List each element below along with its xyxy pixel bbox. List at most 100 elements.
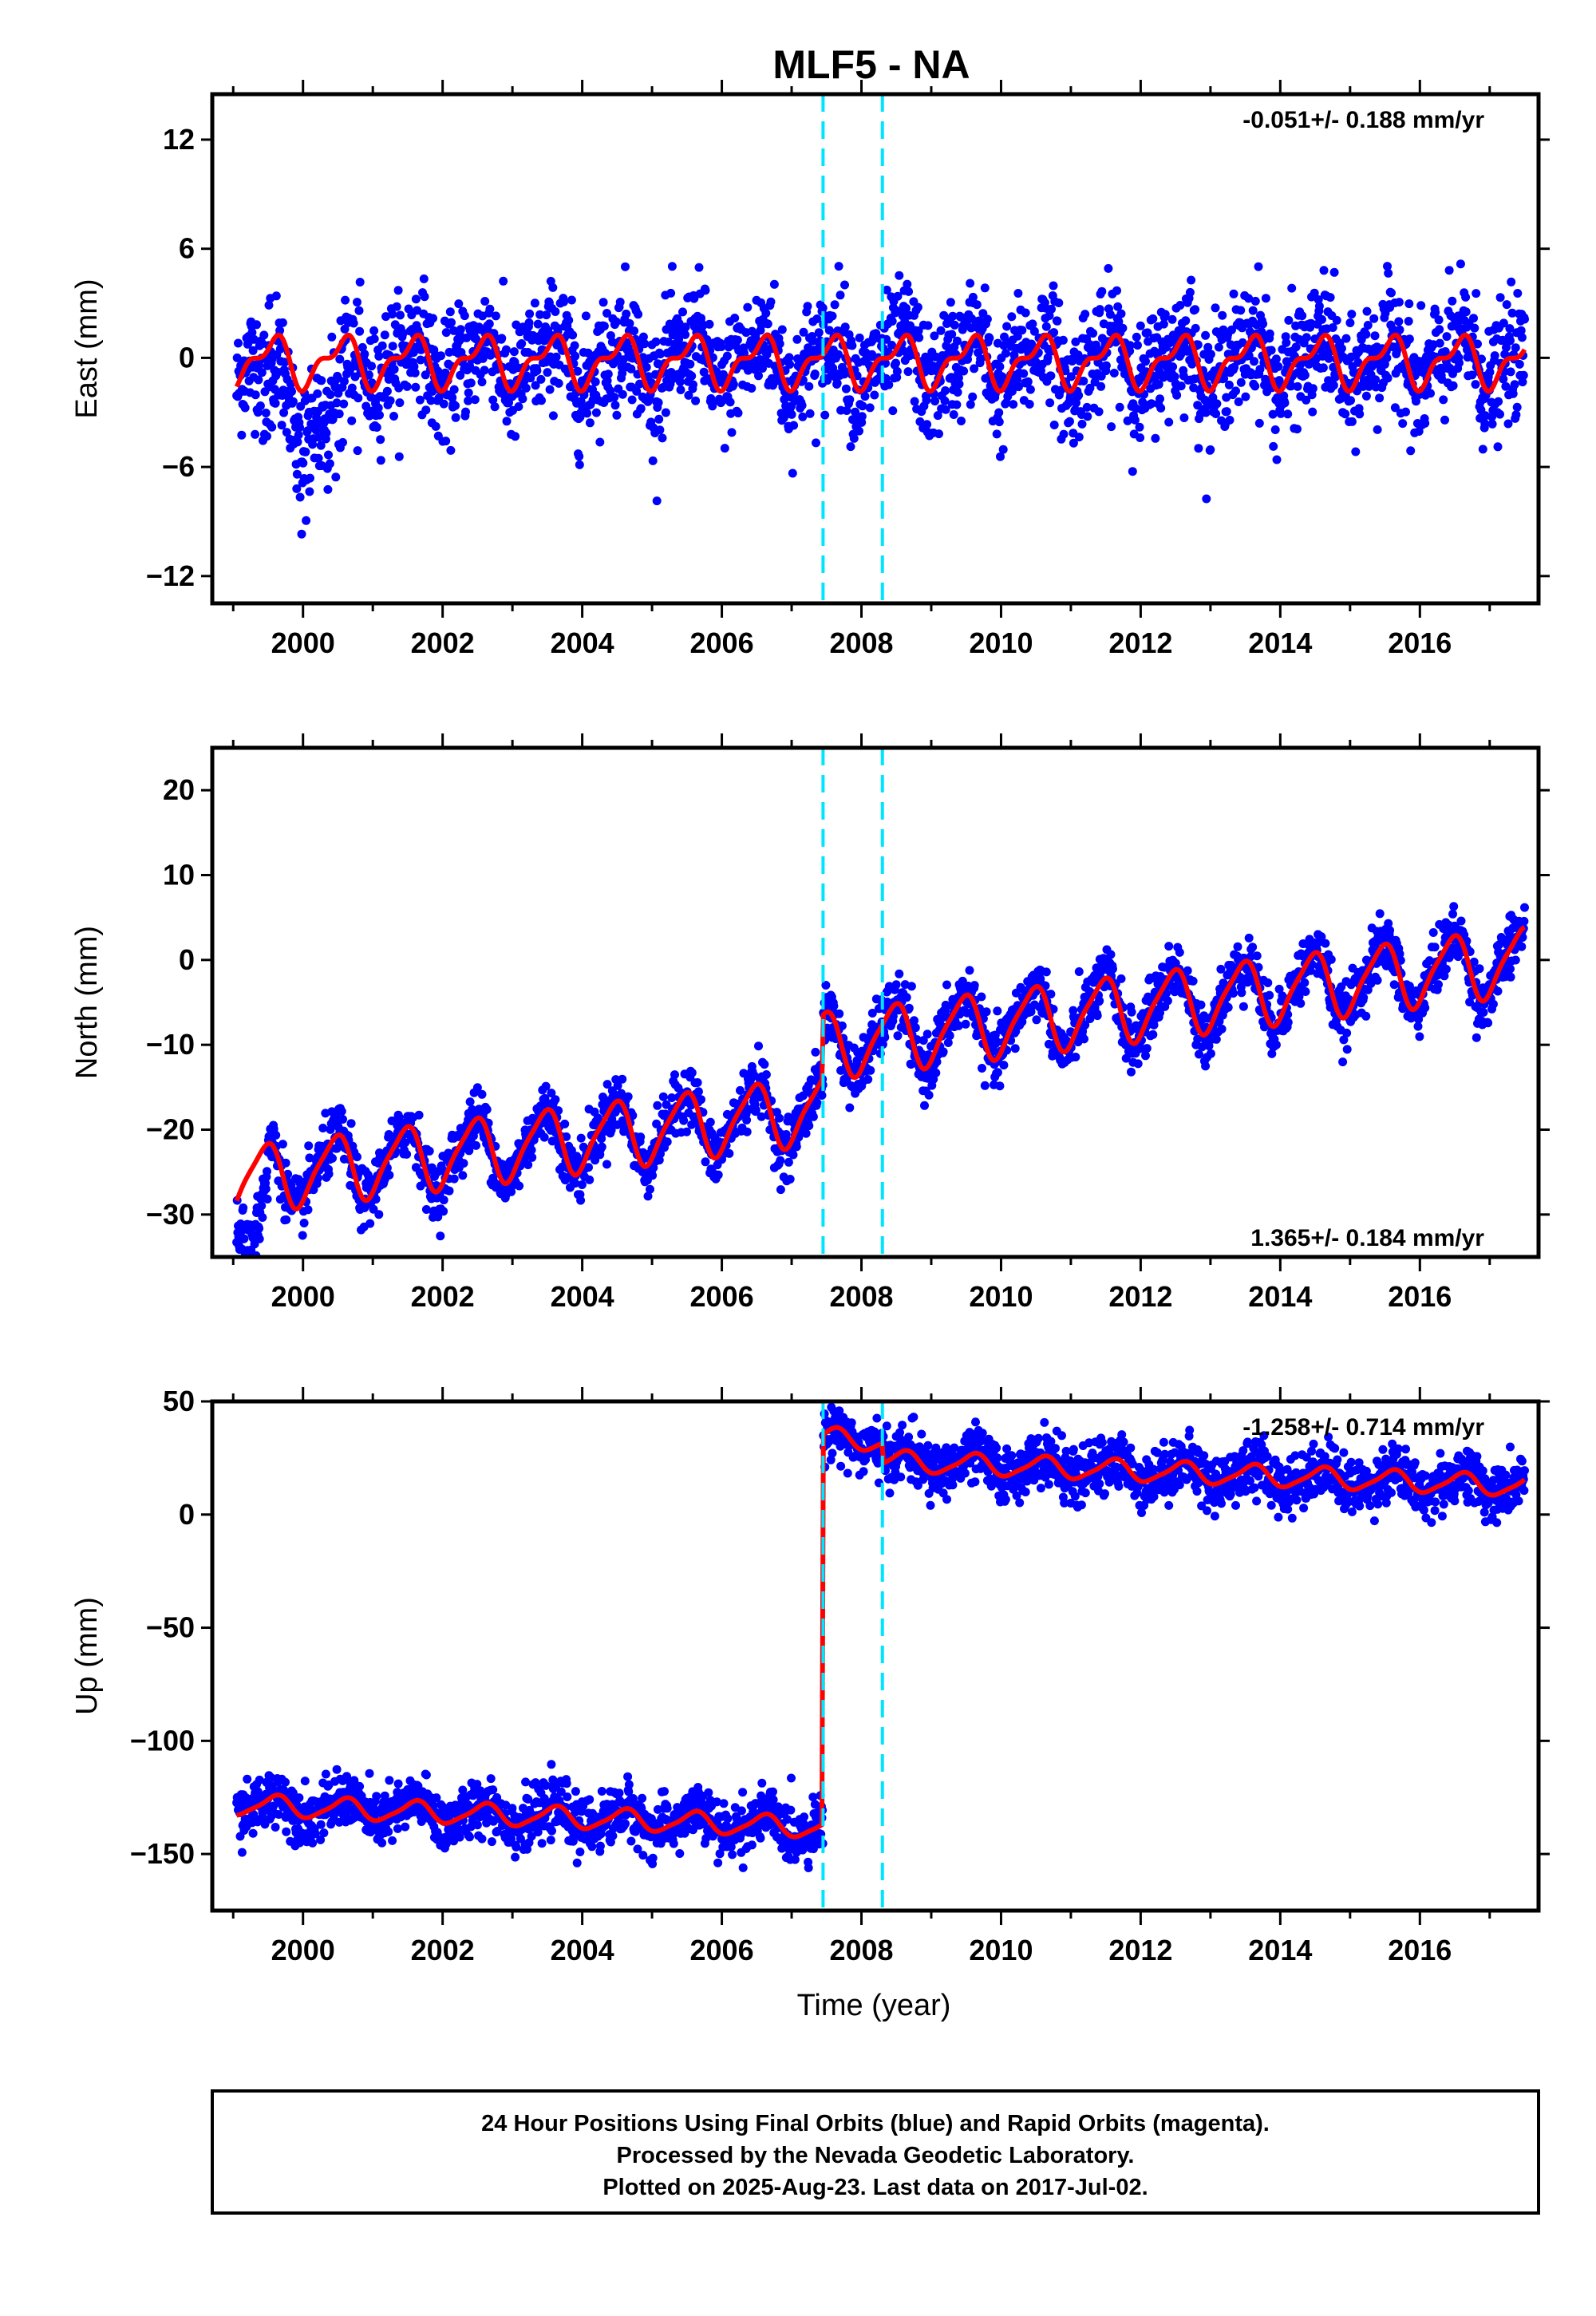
data-point	[1383, 262, 1392, 271]
data-point	[354, 306, 364, 315]
rate-label-east: -0.051+/- 0.188 mm/yr	[1242, 107, 1484, 133]
data-point	[1211, 303, 1220, 313]
data-point	[1404, 334, 1414, 344]
data-point	[243, 1280, 251, 1289]
data-point	[954, 379, 964, 389]
data-point	[821, 981, 831, 990]
data-point	[353, 446, 362, 456]
data-point	[1480, 411, 1490, 421]
data-point	[820, 410, 830, 420]
data-point	[824, 326, 834, 335]
data-point	[1268, 409, 1278, 419]
data-point	[420, 292, 429, 302]
data-point	[1202, 494, 1211, 504]
data-point	[855, 426, 863, 436]
data-point	[995, 362, 1005, 371]
data-point	[1206, 1049, 1215, 1058]
data-point	[317, 376, 326, 385]
data-point	[1499, 374, 1508, 384]
data-point	[1490, 351, 1499, 361]
data-point	[661, 408, 670, 417]
data-point	[706, 393, 716, 403]
data-point	[893, 1031, 903, 1041]
data-point	[768, 381, 777, 390]
data-point	[1302, 395, 1311, 405]
data-point	[1284, 315, 1294, 325]
data-point	[591, 408, 601, 417]
data-point	[1007, 312, 1017, 322]
data-point	[1506, 336, 1515, 346]
plot-frame-east	[210, 92, 1541, 606]
data-point	[1426, 389, 1435, 398]
data-point	[480, 366, 489, 375]
data-point	[1361, 330, 1371, 339]
data-point	[511, 432, 520, 441]
data-point	[902, 993, 911, 1002]
data-point	[1025, 400, 1034, 409]
data-point	[1230, 362, 1239, 372]
data-point	[1347, 310, 1357, 319]
data-point	[1010, 1044, 1020, 1053]
data-point	[1167, 314, 1177, 324]
data-point	[531, 381, 540, 390]
data-point	[353, 298, 361, 307]
data-point	[1151, 433, 1160, 443]
data-point	[1347, 417, 1357, 426]
data-point	[1241, 392, 1250, 401]
data-point	[891, 980, 901, 990]
data-point	[1244, 294, 1254, 303]
data-point	[461, 407, 470, 417]
data-point	[429, 314, 437, 323]
data-point	[301, 447, 310, 456]
data-point	[1298, 311, 1307, 321]
data-point	[575, 460, 584, 469]
data-point	[910, 397, 919, 406]
data-point	[602, 1160, 611, 1169]
data-point	[1095, 996, 1104, 1006]
data-point	[537, 396, 546, 405]
data-point	[1195, 1049, 1203, 1059]
data-point	[419, 274, 429, 283]
data-point	[328, 1153, 337, 1163]
data-point	[1283, 409, 1293, 419]
data-point	[1106, 950, 1116, 959]
data-point	[375, 410, 384, 420]
data-point	[1369, 314, 1379, 323]
data-point	[776, 1156, 785, 1165]
data-point	[302, 516, 311, 525]
data-point	[518, 394, 527, 404]
data-point	[1359, 993, 1369, 1002]
data-point	[865, 403, 875, 413]
data-point	[1248, 943, 1258, 952]
data-point	[1083, 412, 1092, 421]
data-point	[892, 366, 902, 376]
data-point	[814, 328, 824, 338]
data-point	[966, 400, 975, 409]
data-point	[622, 309, 631, 318]
data-point	[261, 1184, 271, 1194]
data-point	[441, 437, 451, 446]
data-point	[486, 350, 496, 360]
data-point	[278, 1140, 287, 1149]
data-point	[903, 279, 912, 289]
data-point	[559, 297, 568, 306]
data-point	[1510, 380, 1519, 389]
data-point	[277, 421, 286, 430]
data-point	[784, 353, 794, 362]
data-point	[462, 333, 472, 342]
data-point	[1009, 350, 1019, 360]
data-point	[1258, 319, 1268, 329]
data-point	[717, 342, 726, 351]
data-point	[857, 412, 867, 421]
data-point	[1512, 402, 1522, 412]
data-point	[1478, 445, 1487, 454]
data-point	[655, 425, 665, 435]
data-point	[472, 1083, 482, 1093]
data-point	[845, 395, 855, 405]
data-point	[761, 309, 771, 318]
data-point	[1461, 292, 1471, 302]
data-point	[675, 377, 685, 386]
data-point	[1188, 976, 1198, 986]
data-point	[1043, 353, 1053, 362]
data-point	[239, 1203, 248, 1212]
